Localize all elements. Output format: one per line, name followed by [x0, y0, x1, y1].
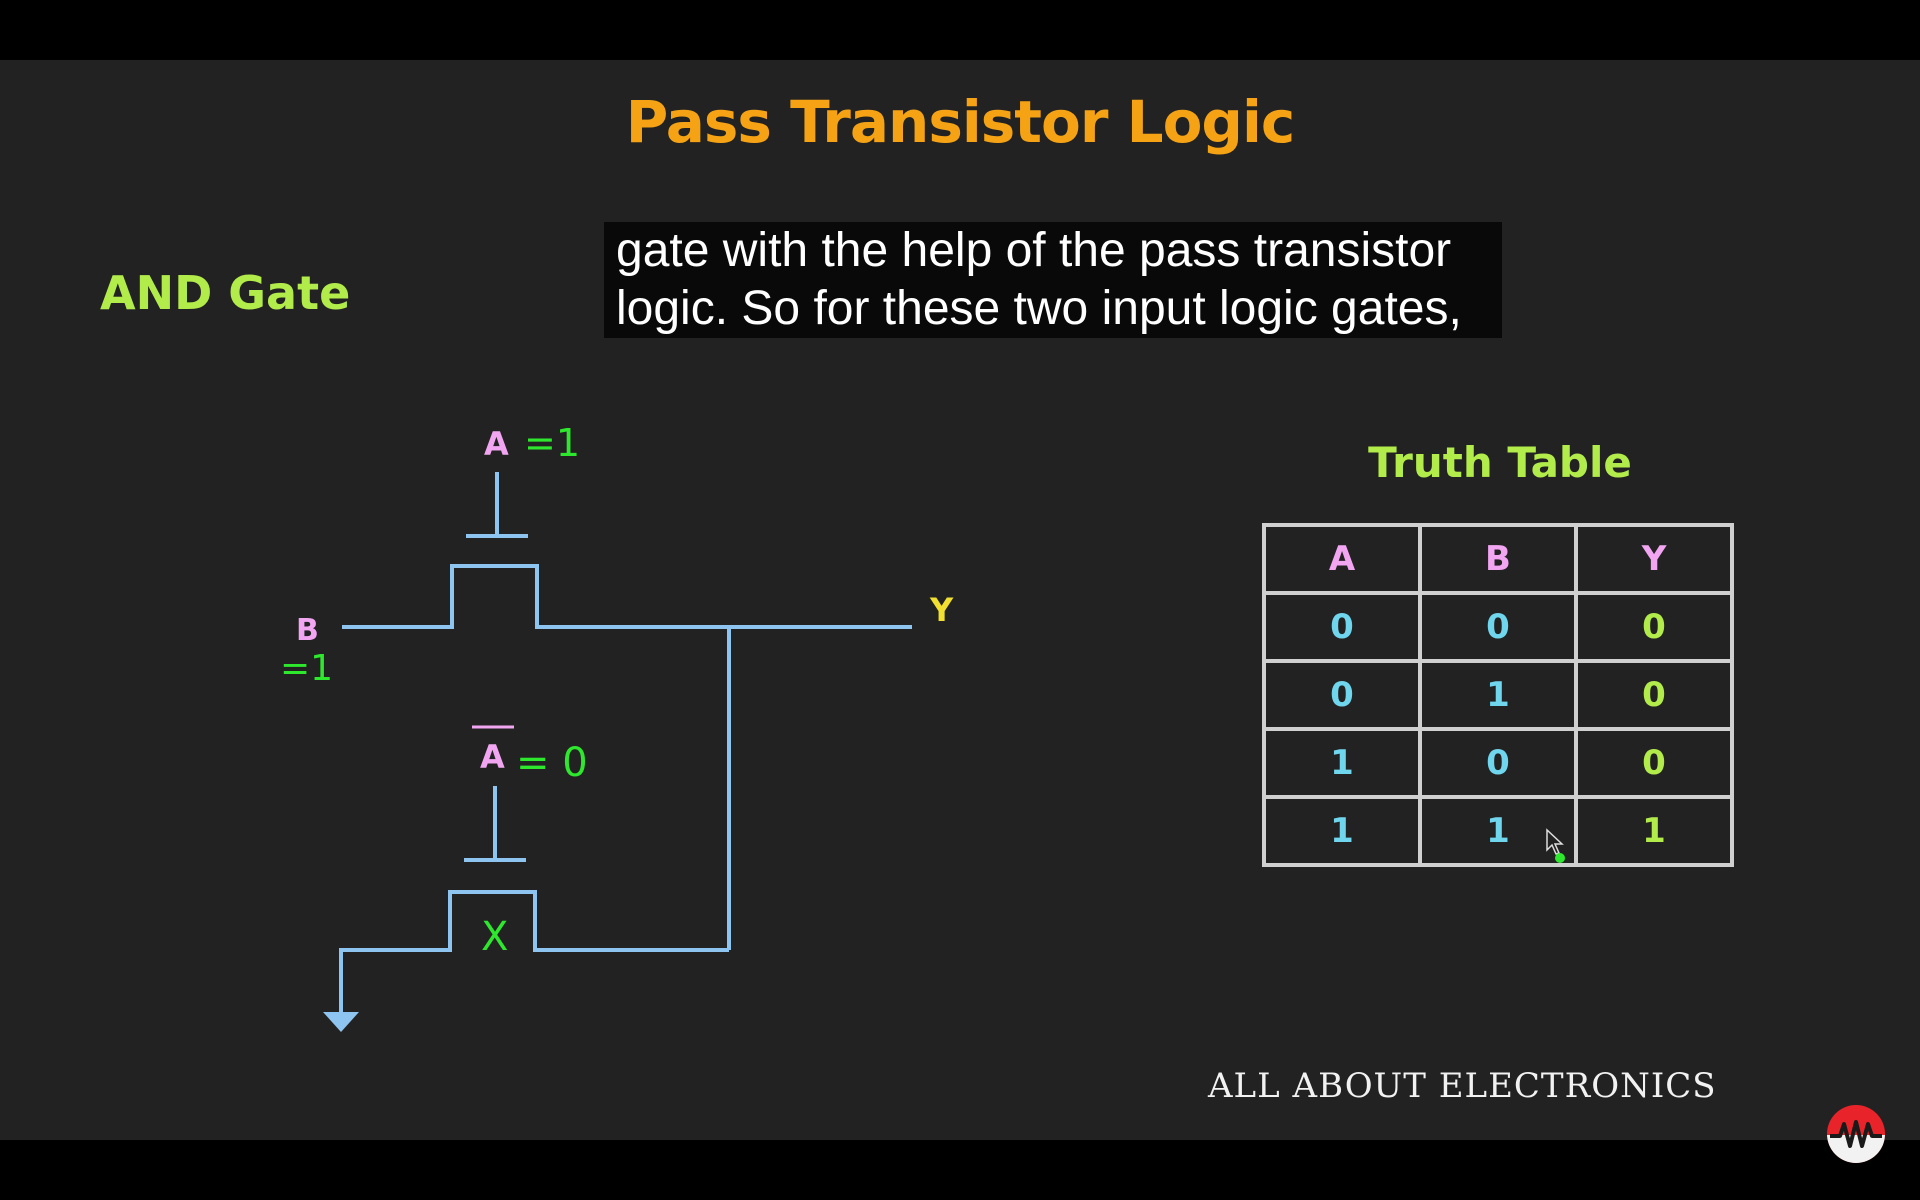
truth-table: A B Y 0 0 0 0 1 0 1 0 0 1 1 1	[1262, 523, 1734, 867]
cell-a: 1	[1262, 727, 1422, 799]
table-row: 1 0 0	[1262, 727, 1734, 799]
gate-title: AND Gate	[100, 266, 351, 320]
cell-b: 1	[1418, 659, 1578, 731]
header-y: Y	[1574, 523, 1734, 595]
letterbox-bottom	[0, 1140, 1920, 1200]
cell-a: 0	[1262, 591, 1422, 663]
table-row: 0 1 0	[1262, 659, 1734, 731]
cell-b: 1	[1418, 795, 1578, 867]
cell-y: 0	[1574, 659, 1734, 731]
lower-transistor-channel	[339, 890, 729, 1012]
cell-y: 1	[1574, 795, 1734, 867]
cell-b: 0	[1418, 727, 1578, 799]
upper-transistor-channel	[342, 564, 912, 629]
label-a: A	[484, 425, 509, 463]
caption-line-1: gate with the help of the pass transisto…	[616, 224, 1452, 277]
truth-table-header-row: A B Y	[1262, 523, 1734, 595]
pointer-dot	[1555, 853, 1565, 863]
a-value: =1	[524, 421, 580, 465]
slide-title: Pass Transistor Logic	[625, 88, 1295, 156]
label-b: B	[296, 613, 319, 648]
truth-table-title: Truth Table	[1368, 438, 1632, 487]
channel-logo-icon[interactable]	[1826, 1104, 1886, 1164]
abar-value: = 0	[516, 740, 588, 786]
transistor-off-mark: X	[481, 914, 508, 960]
letterbox-top	[0, 0, 1920, 60]
label-y: Y	[929, 591, 954, 629]
cell-y: 0	[1574, 591, 1734, 663]
cell-b: 0	[1418, 591, 1578, 663]
ground-symbol-icon	[323, 1012, 359, 1032]
header-a: A	[1262, 523, 1422, 595]
b-value: =1	[280, 648, 333, 689]
subtitle-caption: gate with the help of the pass transisto…	[604, 222, 1502, 338]
label-abar: A	[480, 738, 505, 776]
cell-y: 0	[1574, 727, 1734, 799]
channel-brand: ALL ABOUT ELECTRONICS	[1208, 1066, 1717, 1106]
cell-a: 0	[1262, 659, 1422, 731]
header-b: B	[1418, 523, 1578, 595]
mouse-cursor-icon	[1546, 828, 1564, 855]
cell-a: 1	[1262, 795, 1422, 867]
caption-line-2: logic. So for these two input logic gate…	[616, 282, 1462, 335]
table-row: 1 1 1	[1262, 795, 1734, 867]
table-row: 0 0 0	[1262, 591, 1734, 663]
